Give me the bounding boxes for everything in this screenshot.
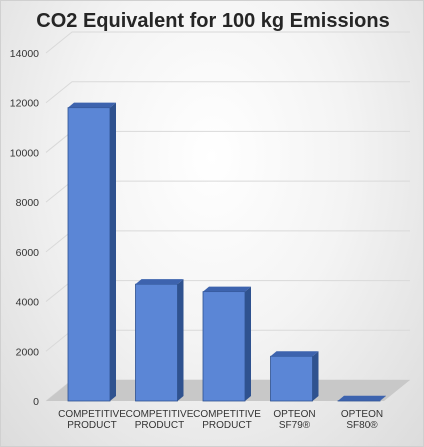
category-label: COMPETITIVE [126,409,194,420]
bar-side [245,286,251,401]
bar-top [270,351,319,357]
chart-title: CO2 Equivalent for 100 kg Emissions [36,10,390,32]
category-label: COMPETITIVE [58,409,126,420]
bar-top [338,395,386,401]
bar-top [135,279,184,285]
bar-top [203,286,251,292]
y-tick-label: 6000 [16,247,40,259]
y-tick-label: 14000 [10,48,39,60]
bar-front [270,355,313,402]
y-tick-label: 0 [33,396,39,408]
y-tick-label: 10000 [10,147,39,159]
y-tick-label: 2000 [16,346,40,358]
gridline [45,31,410,54]
bar-front [67,107,111,402]
category-label: PRODUCT [67,420,116,431]
bar-side [380,395,386,401]
category-label: OPTEON [273,409,315,420]
bar-front [135,283,178,402]
y-tick-label: 8000 [16,197,40,209]
bar-front [202,291,246,402]
gridline [45,81,410,104]
category-label: PRODUCT [202,420,251,431]
category-label: SF79® [279,420,311,431]
bar-side [110,102,116,401]
category-label: OPTEON [341,409,383,420]
bar-top [68,102,116,108]
bar-side [312,351,319,401]
category-label: PRODUCT [135,420,184,431]
y-tick-label: 4000 [16,297,40,309]
category-label: COMPETITIVE [193,409,261,420]
category-label: SF80® [346,420,378,431]
bar-side [177,279,184,401]
y-tick-label: 12000 [10,98,39,110]
